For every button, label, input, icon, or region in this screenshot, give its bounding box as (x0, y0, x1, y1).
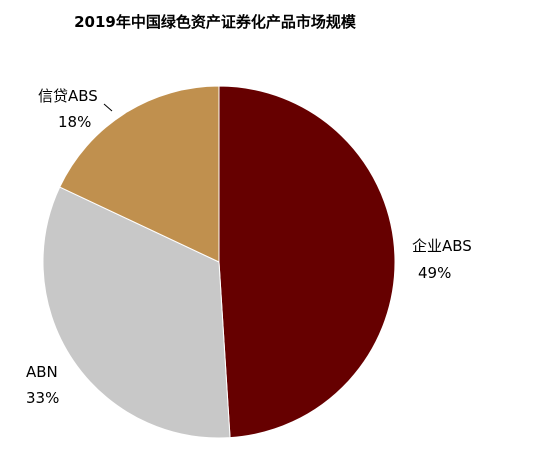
slice-value-label-1: 33% (26, 389, 59, 407)
pie-slice-0 (218, 85, 396, 439)
pie-slice-2 (59, 85, 220, 263)
slice-label-1: ABN (26, 363, 58, 381)
label-leader-line (103, 103, 113, 112)
slice-value-label-0: 49% (418, 264, 451, 282)
slice-label-0: 企业ABS (412, 237, 472, 255)
pie-labels: 企业ABS 49% ABN 33% 信贷ABS 18% (26, 87, 472, 407)
slice-label-2: 信贷ABS (38, 87, 98, 105)
pie-slices (42, 85, 396, 439)
slice-value-label-2: 18% (58, 113, 91, 131)
chart-title: 2019年中国绿色资产证券化产品市场规模 (74, 13, 356, 31)
pie-slice-1 (42, 186, 231, 439)
